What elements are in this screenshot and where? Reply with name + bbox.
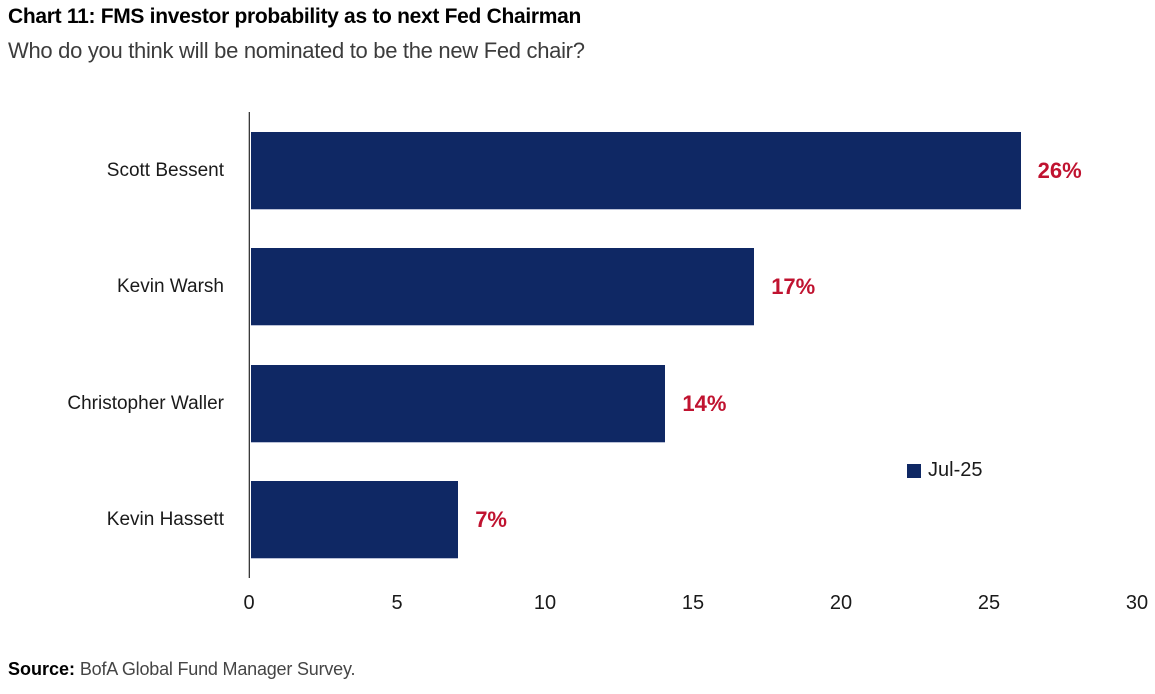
x-axis-tick-label: 10 [533,592,557,614]
data-label: 26% [1037,158,1082,184]
source-label: Source: [8,659,76,679]
y-axis-line [248,112,250,578]
category-label: Christopher Waller [67,392,224,414]
data-label: 17% [771,274,816,300]
source-text: BofA Global Fund Manager Survey. [75,659,356,679]
category-label: Scott Bessent [106,160,224,182]
legend: Jul-25 [907,459,982,482]
bar-kevin-hassett [251,480,459,559]
x-axis-tick-label: 30 [1125,592,1149,614]
x-axis-tick-label: 0 [243,592,255,614]
bar-kevin-warsh [251,248,755,327]
bar-christopher-waller [251,364,666,443]
chart-title: Chart 11: FMS investor probability as to… [8,5,582,28]
data-label: 7% [475,506,507,532]
x-axis-tick-label: 15 [681,592,705,614]
legend-swatch-icon [907,463,921,478]
source-line: Source: BofA Global Fund Manager Survey. [8,659,355,680]
x-axis-tick-label: 5 [391,592,403,614]
legend-label: Jul-25 [928,459,983,481]
data-label: 14% [682,390,727,416]
category-label: Kevin Hassett [106,508,224,530]
x-axis-tick-label: 25 [977,592,1001,614]
x-axis-tick-label: 20 [829,592,853,614]
category-label: Kevin Warsh [117,276,224,298]
bar-scott-bessent [251,132,1021,211]
chart-subtitle: Who do you think will be nominated to be… [8,38,585,63]
